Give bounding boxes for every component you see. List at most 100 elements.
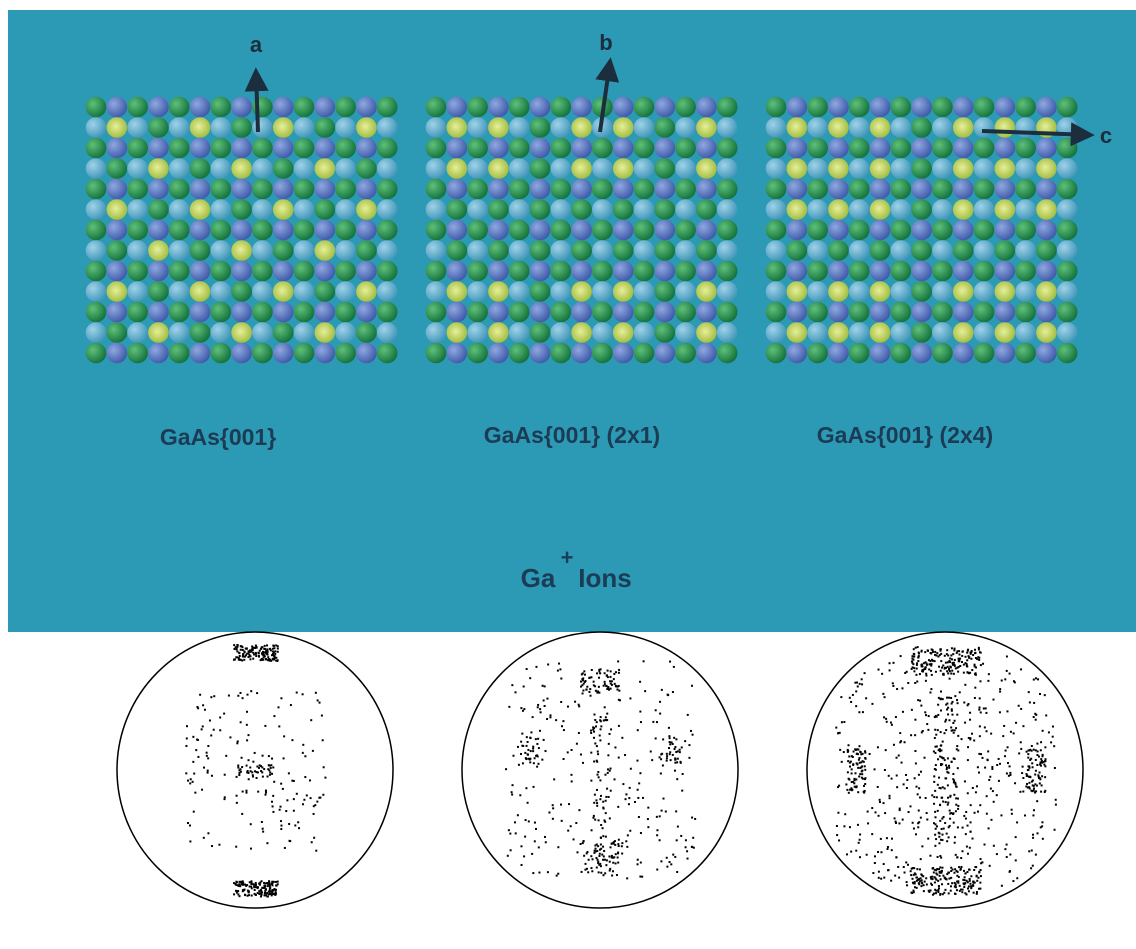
- pattern-dot: [938, 885, 940, 887]
- pattern-dot: [524, 836, 526, 838]
- pattern-dot: [237, 893, 239, 895]
- pattern-dot: [685, 839, 687, 841]
- atom: [766, 138, 787, 159]
- atom: [211, 117, 232, 138]
- pattern-dot: [260, 892, 262, 894]
- pattern-dot: [224, 774, 226, 776]
- pattern-dot: [910, 870, 912, 872]
- pattern-dot: [615, 671, 617, 673]
- atom: [717, 322, 738, 343]
- pattern-dot: [261, 894, 263, 896]
- pattern-dot: [605, 812, 607, 814]
- atom: [995, 240, 1016, 261]
- pattern-dot: [979, 697, 981, 699]
- atom: [377, 240, 398, 261]
- atom: [634, 179, 655, 200]
- pattern-dot: [935, 872, 937, 874]
- pattern-dot: [613, 678, 615, 680]
- pattern-dot: [313, 813, 315, 815]
- pattern-dot: [578, 809, 580, 811]
- pattern-dot: [1029, 767, 1031, 769]
- pattern-dot: [611, 875, 613, 877]
- pattern-dot: [946, 833, 948, 835]
- pattern-dot: [938, 842, 940, 844]
- pattern-dot: [1031, 745, 1033, 747]
- pattern-dot: [252, 658, 254, 660]
- pattern-dot: [590, 867, 592, 869]
- pattern-dot: [534, 822, 536, 824]
- pattern-dot: [975, 791, 977, 793]
- pattern-dot: [590, 752, 592, 754]
- atom: [828, 117, 849, 138]
- pattern-dot: [236, 802, 238, 804]
- page: {"panels":[ {"label":"GaAs{001}","arrow"…: [0, 0, 1136, 949]
- atom: [787, 302, 808, 323]
- pattern-dot: [847, 750, 849, 752]
- pattern-dot: [660, 758, 662, 760]
- pattern-dot: [970, 804, 972, 806]
- atom: [807, 240, 828, 261]
- pattern-dot: [889, 795, 891, 797]
- pattern-dot: [251, 645, 253, 647]
- pattern-dot: [941, 870, 943, 872]
- pattern-dot: [897, 866, 899, 868]
- pattern-dot: [871, 807, 873, 809]
- pattern-dot: [612, 862, 614, 864]
- pattern-dot: [910, 734, 912, 736]
- pattern-dot: [610, 670, 612, 672]
- pattern-dot: [540, 711, 542, 713]
- atom: [467, 97, 488, 118]
- pattern-dot: [256, 771, 258, 773]
- pattern-dot: [916, 786, 918, 788]
- pattern-dot: [1004, 755, 1006, 757]
- pattern-dot: [608, 743, 610, 745]
- pattern-dot: [264, 794, 266, 796]
- pattern-dot: [273, 655, 275, 657]
- pattern-dot: [1039, 782, 1041, 784]
- pattern-dot: [969, 712, 971, 714]
- pattern-dot: [602, 827, 604, 829]
- pattern-dot: [596, 721, 598, 723]
- atom: [571, 199, 592, 220]
- pattern-dot: [272, 811, 274, 813]
- pattern-dot: [294, 824, 296, 826]
- pattern-dot: [948, 765, 950, 767]
- pattern-dot: [889, 662, 891, 664]
- pattern-dot: [957, 767, 959, 769]
- pattern-dot: [956, 745, 958, 747]
- pattern-dot: [578, 732, 580, 734]
- pattern-dot: [661, 689, 663, 691]
- pattern-dot: [942, 664, 944, 666]
- atom: [148, 199, 169, 220]
- pattern-dot: [935, 816, 937, 818]
- pattern-dot: [858, 775, 860, 777]
- atom: [252, 117, 273, 138]
- pattern-dot: [544, 836, 546, 838]
- atom: [1057, 138, 1078, 159]
- atom: [870, 117, 891, 138]
- pattern-dot: [251, 771, 253, 773]
- pattern-dot: [610, 683, 612, 685]
- pattern-dot: [921, 664, 923, 666]
- pattern-dot: [274, 889, 276, 891]
- atom: [169, 302, 190, 323]
- pattern-dot: [270, 660, 272, 662]
- pattern-dot: [871, 703, 873, 705]
- atom: [787, 158, 808, 179]
- atom: [190, 240, 211, 261]
- pattern-dot: [687, 714, 689, 716]
- atom: [592, 343, 613, 364]
- pattern-dot: [914, 872, 916, 874]
- pattern-dot: [602, 801, 604, 803]
- pattern-dot: [953, 781, 955, 783]
- pattern-dot: [322, 739, 324, 741]
- pattern-dot: [606, 788, 608, 790]
- atom: [148, 138, 169, 159]
- pattern-dot: [999, 688, 1001, 690]
- pattern-dot: [249, 658, 251, 660]
- atom: [613, 97, 634, 118]
- pattern-dot: [273, 647, 275, 649]
- pattern-dot: [271, 773, 273, 775]
- atom: [828, 199, 849, 220]
- pattern-dot: [946, 697, 948, 699]
